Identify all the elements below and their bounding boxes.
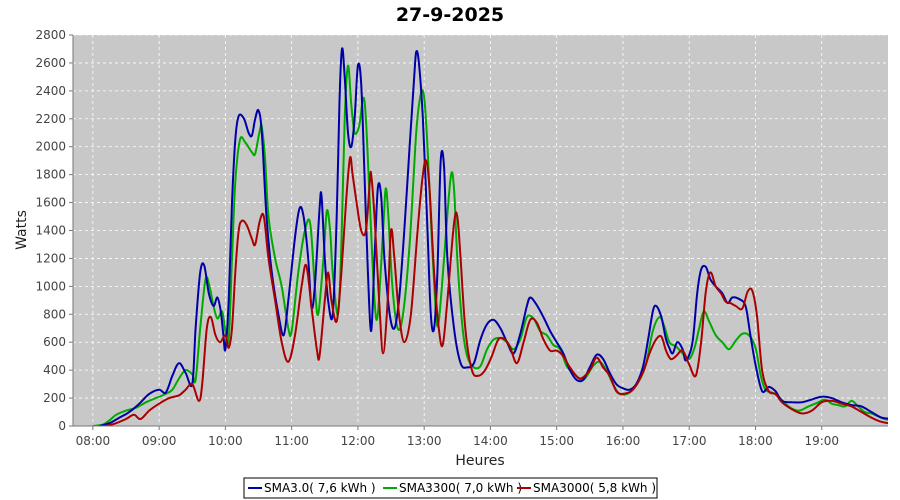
series-sma3-0-line: [99, 47, 888, 426]
x-tick-label: 08:00: [76, 434, 111, 448]
x-tick-label: 13:00: [407, 434, 442, 448]
y-tick-label: 800: [43, 307, 66, 321]
y-tick-label: 0: [58, 419, 66, 433]
y-tick-labels: 0 200 400 600 800 1000 1200 1400 1600 1800 2000 220…: [35, 28, 73, 433]
x-tick-label: 18:00: [738, 434, 773, 448]
legend-entry: SMA3000( 5,8 kWh ): [533, 481, 656, 495]
legend: SMA3.0( 7,6 kWh ) SMA3300( 7,0 kWh ) SMA30…: [243, 477, 658, 499]
y-tick-label: 1800: [35, 168, 66, 182]
y-tick-label: 2000: [35, 140, 66, 154]
chart-title: 27-9-2025: [396, 4, 504, 26]
y-tick-label: 2800: [35, 28, 66, 42]
y-tick-label: 2600: [35, 56, 66, 70]
legend-box: [243, 477, 658, 499]
legend-entry: SMA3300( 7,0 kWh ): [399, 481, 522, 495]
series-sma3000-line: [105, 155, 888, 426]
x-tick-label: 11:00: [274, 434, 309, 448]
x-tick-label: 09:00: [142, 434, 177, 448]
y-tick-label: 200: [43, 391, 66, 405]
y-tick-label: 1200: [35, 251, 66, 265]
y-tick-label: 2400: [35, 84, 66, 98]
y-tick-label: 1600: [35, 196, 66, 210]
legend-entry: SMA3.0( 7,6 kWh ): [264, 481, 376, 495]
x-axis-label: Heures: [455, 453, 504, 469]
x-tick-labels: 08:00 09:00 10:00 11:00 12:00 13:00 14:00 15:00…: [76, 426, 839, 448]
x-tick-label: 17:00: [672, 434, 707, 448]
x-tick-label: 14:00: [473, 434, 508, 448]
x-tick-label: 12:00: [341, 434, 376, 448]
y-tick-label: 400: [43, 363, 66, 377]
y-tick-label: 1000: [35, 279, 66, 293]
y-axis-label: Watts: [14, 210, 30, 250]
x-tick-label: 15:00: [539, 434, 574, 448]
x-tick-label: 19:00: [804, 434, 839, 448]
x-tick-label: 10:00: [208, 434, 243, 448]
series-layer: [92, 47, 888, 426]
y-tick-label: 2200: [35, 112, 66, 126]
y-tick-label: 1400: [35, 224, 66, 238]
y-tick-label: 600: [43, 335, 66, 349]
x-tick-label: 16:00: [606, 434, 641, 448]
